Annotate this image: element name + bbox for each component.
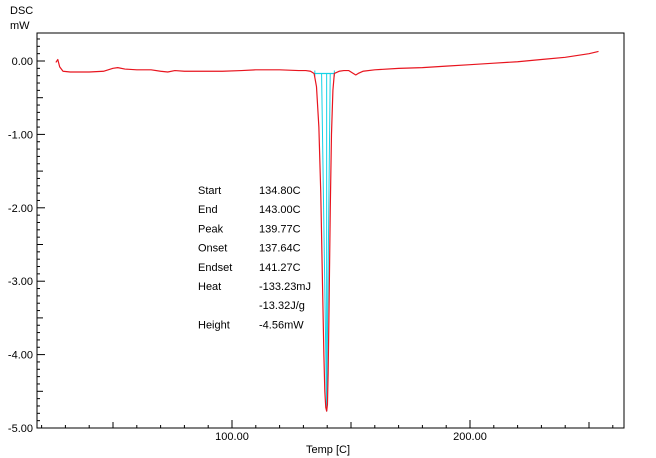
annotation-value: -13.32J/g [259,300,305,312]
annotation-value: -133.23mJ [259,281,311,293]
y-tick-label: -4.00 [8,350,33,362]
annotation-value: 134.80C [259,185,301,197]
peak-analysis-overlay [314,70,335,412]
y-tick-label: -3.00 [8,276,33,288]
annotation-value: 143.00C [259,204,301,216]
annotation-value: 139.77C [259,223,301,235]
y-tick-label: 0.00 [12,56,33,68]
y-tick-label: -5.00 [8,423,33,435]
x-tick-label: 200.00 [453,431,487,443]
dsc-curve [55,50,599,412]
annotation-label: Heat [198,281,221,293]
peak-annotations: Start 134.80C End 143.00C Peak 139.77C Onset 13… [198,185,311,331]
annotation-value: 141.27C [259,262,301,274]
onset-tangent [321,73,328,412]
y-tick-label: -1.00 [8,129,33,141]
x-tick-label: 100.00 [215,431,249,443]
annotation-label: Onset [198,243,227,255]
annotation-label: Peak [198,223,224,235]
annotation-value: 137.64C [259,243,301,255]
y-axis-label-unit: mW [10,20,30,32]
annotation-value: -4.56mW [259,319,304,331]
y-tick-label: -2.00 [8,203,33,215]
plot-frame [36,32,625,429]
annotation-label: Height [198,319,230,331]
axis-ticks: 0.00 -1.00 -2.00 -3.00 -4.00 -5.00 100.00 200.0… [8,38,614,443]
annotation-label: Endset [198,262,232,274]
annotation-label: Start [198,185,221,197]
endset-tangent [326,73,331,412]
x-axis-label: Temp [C] [306,444,350,456]
annotation-label: End [198,204,218,216]
y-axis-label-dsc: DSC [10,5,33,17]
